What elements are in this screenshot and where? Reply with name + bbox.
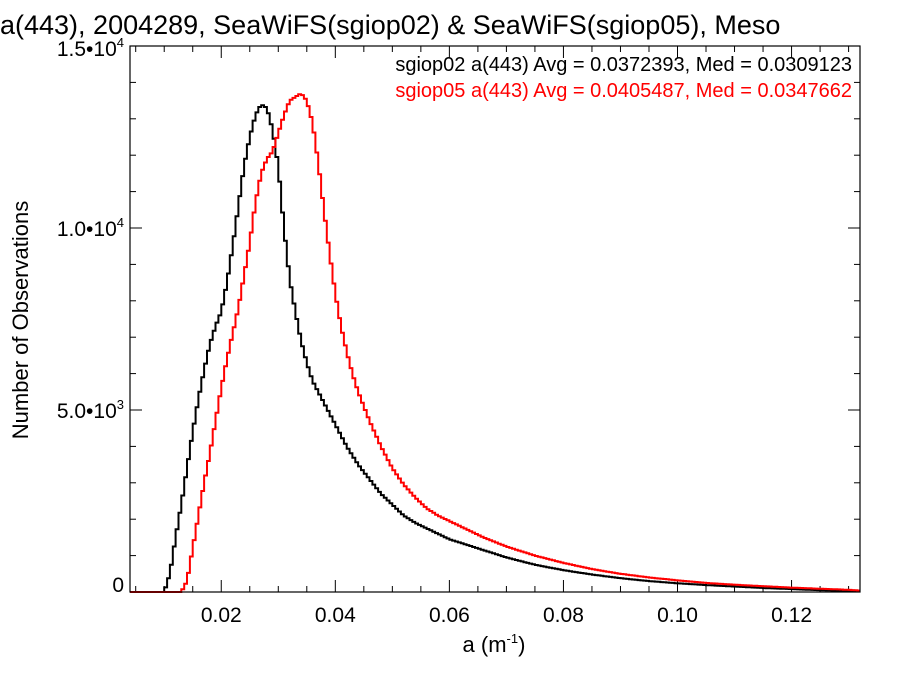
y-tick-label-exponent: 3: [117, 397, 124, 412]
x-tick-label-4: 0.10: [657, 604, 698, 627]
y-tick-label-3: 1.5•104: [57, 35, 124, 61]
plot-frame: [129, 45, 861, 593]
y-tick-label-mantissa: 1.0•10: [57, 218, 117, 241]
y-axis-label: Number of Observations: [8, 201, 33, 439]
legend-annotation-sgiop05: sgiop05 a(443) Avg = 0.0405487, Med = 0.…: [395, 80, 852, 102]
x-tick-label-1: 0.04: [315, 604, 356, 627]
x-axis-label-exponent: -1: [507, 631, 519, 646]
y-tick-label-exponent: 4: [117, 35, 124, 50]
x-tick-label-2: 0.06: [429, 604, 470, 627]
series-line-sgiop02: [130, 104, 860, 593]
chart-title: a(443), 2004289, SeaWiFS(sgiop02) & SeaW…: [0, 10, 780, 40]
y-tick-label-mantissa: 1.5•10: [57, 38, 117, 61]
x-axis-label: a (m-1): [463, 631, 526, 657]
series-line-sgiop05: [130, 93, 860, 593]
y-tick-label-mantissa: 0: [112, 574, 124, 597]
legend-annotation-sgiop02: sgiop02 a(443) Avg = 0.0372393, Med = 0.…: [395, 54, 852, 76]
y-tick-label-mantissa: 5.0•10: [57, 400, 117, 423]
y-tick-label-exponent: 4: [117, 215, 124, 230]
series-layer: [130, 93, 860, 593]
x-tick-label-5: 0.12: [771, 604, 812, 627]
x-axis-label-close: ): [518, 632, 525, 657]
x-axis-label-main: a (m: [463, 632, 507, 657]
y-tick-label-0: 0: [112, 574, 124, 597]
x-tick-label-3: 0.08: [543, 604, 584, 627]
y-tick-label-1: 5.0•103: [57, 397, 124, 423]
x-tick-label-0: 0.02: [201, 604, 242, 627]
axis-ticks: 0.02 0.04 0.06 0.08 0.10 0.1205.0•1031.0•1041…: [57, 35, 860, 627]
y-tick-label-2: 1.0•104: [57, 215, 124, 241]
